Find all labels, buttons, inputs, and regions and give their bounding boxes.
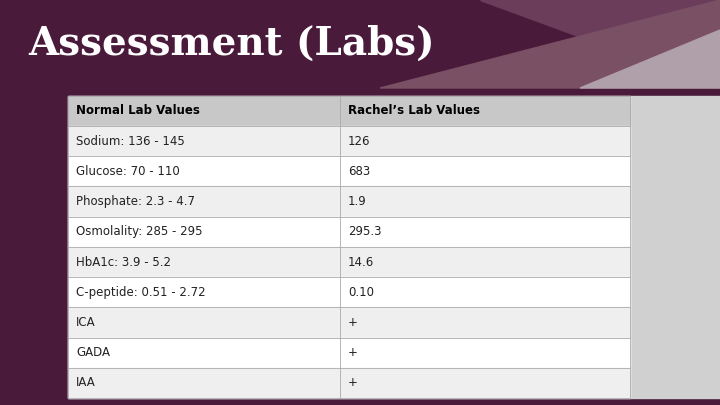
Text: Sodium: 136 - 145: Sodium: 136 - 145: [76, 134, 185, 147]
Text: Normal Lab Values: Normal Lab Values: [76, 104, 200, 117]
Bar: [68, 96, 630, 126]
Bar: [630, 96, 720, 398]
Text: Glucose: 70 - 110: Glucose: 70 - 110: [76, 165, 180, 178]
Text: 14.6: 14.6: [348, 256, 374, 269]
Bar: [68, 277, 630, 307]
Text: 126: 126: [348, 134, 371, 147]
Text: Osmolality: 285 - 295: Osmolality: 285 - 295: [76, 225, 202, 238]
Bar: [68, 337, 630, 368]
Text: Assessment (Labs): Assessment (Labs): [28, 25, 435, 63]
Bar: [68, 126, 630, 156]
Bar: [68, 247, 630, 277]
Bar: [68, 186, 630, 217]
Text: 0.10: 0.10: [348, 286, 374, 299]
Bar: [68, 96, 630, 398]
Bar: [68, 307, 630, 337]
Text: Phosphate: 2.3 - 4.7: Phosphate: 2.3 - 4.7: [76, 195, 195, 208]
Text: IAA: IAA: [76, 376, 96, 389]
Text: 1.9: 1.9: [348, 195, 366, 208]
Text: +: +: [348, 316, 358, 329]
Text: 295.3: 295.3: [348, 225, 382, 238]
Polygon shape: [380, 0, 720, 88]
Text: Rachel’s Lab Values: Rachel’s Lab Values: [348, 104, 480, 117]
Text: HbA1c: 3.9 - 5.2: HbA1c: 3.9 - 5.2: [76, 256, 171, 269]
Text: +: +: [348, 346, 358, 359]
Bar: [68, 217, 630, 247]
Polygon shape: [580, 30, 720, 88]
Polygon shape: [480, 0, 720, 88]
Text: 683: 683: [348, 165, 370, 178]
Text: +: +: [348, 376, 358, 389]
Bar: [68, 156, 630, 186]
Bar: [68, 368, 630, 398]
Text: C-peptide: 0.51 - 2.72: C-peptide: 0.51 - 2.72: [76, 286, 206, 299]
Text: ICA: ICA: [76, 316, 96, 329]
Text: GADA: GADA: [76, 346, 110, 359]
